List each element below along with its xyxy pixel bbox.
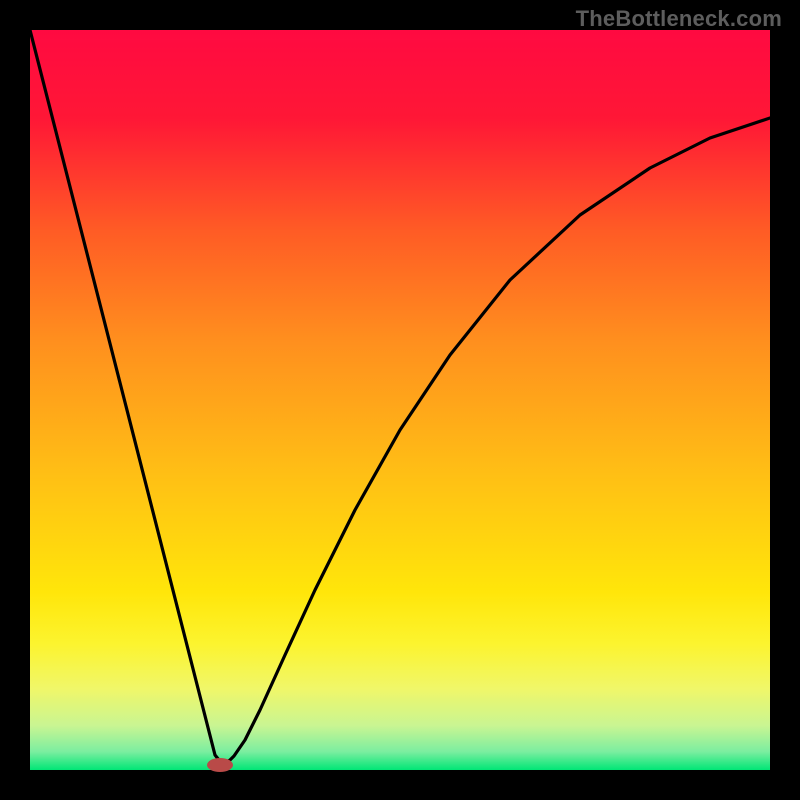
chart-background-gradient: [30, 30, 770, 770]
bottleneck-chart-svg: [0, 0, 800, 800]
optimum-marker: [207, 758, 233, 772]
chart-container: TheBottleneck.com: [0, 0, 800, 800]
watermark-text: TheBottleneck.com: [576, 6, 782, 32]
